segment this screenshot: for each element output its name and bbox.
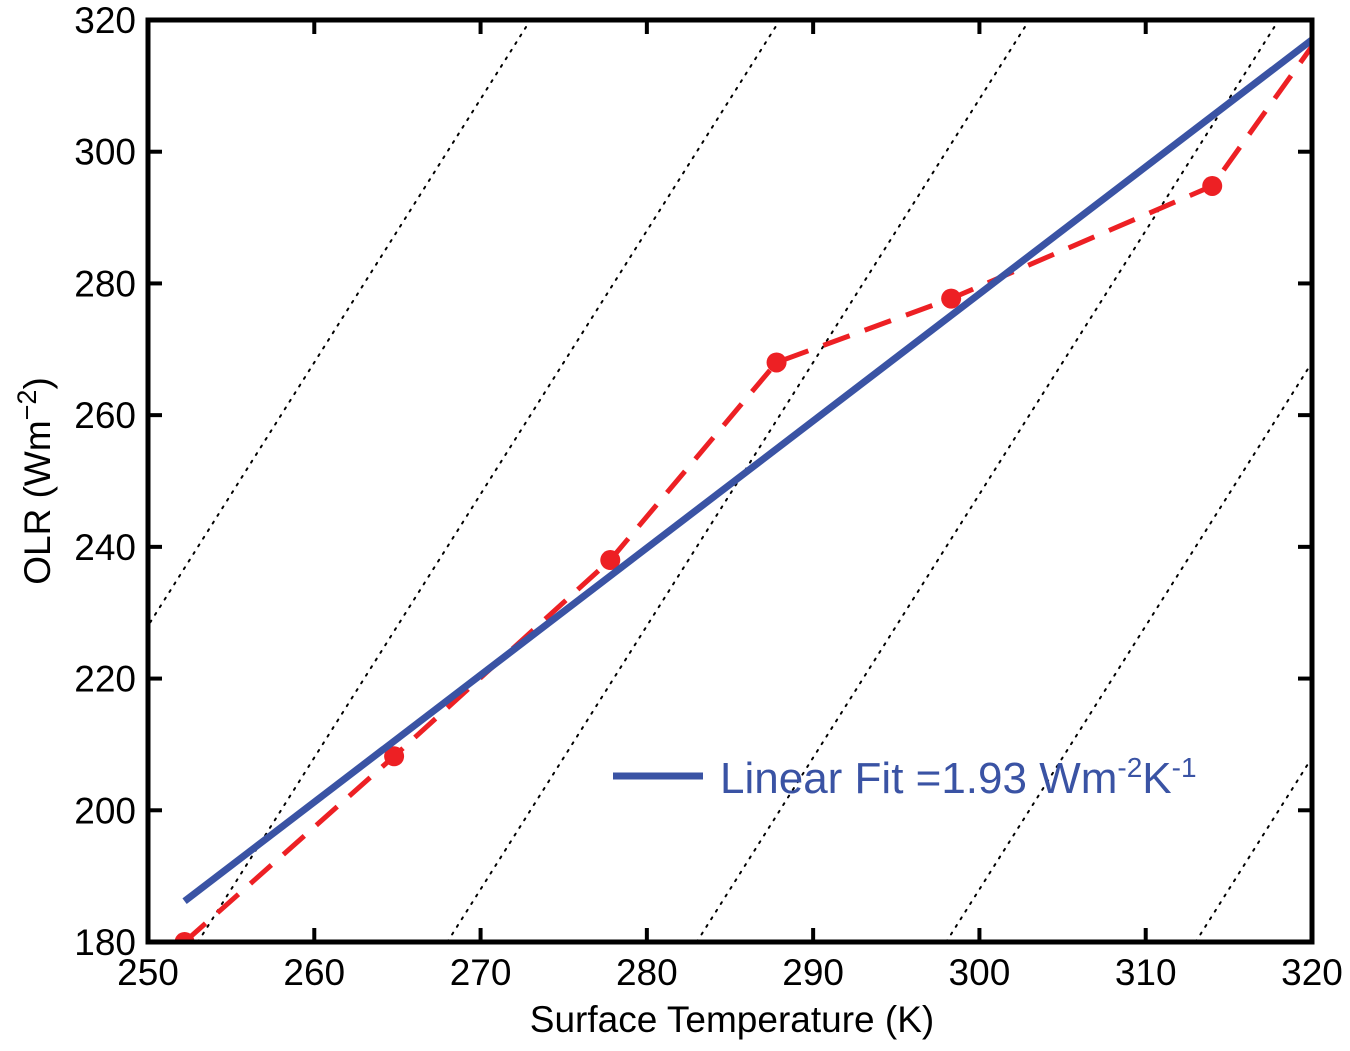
data-point-2 [600,550,621,571]
legend-label-main: Linear Fit =1.93 Wm [720,754,1117,803]
x-tick-label-290: 290 [782,952,844,993]
reference-line-4 [945,360,1312,942]
reference-line-0 [148,20,532,628]
reference-line-5 [1194,755,1312,942]
data-point-4 [941,288,962,309]
legend-label-linear-fit: Linear Fit =1.93 Wm-2K-1 [720,752,1197,803]
y-axis-title-end: ) [17,377,58,389]
x-tick-label-280: 280 [616,952,678,993]
legend-sup-1: -2 [1117,752,1142,783]
reference-dotted-lines [148,20,1312,942]
y-axis-title-base: OLR (Wm [17,420,58,584]
reference-line-3 [695,20,1280,942]
x-tick-label-260: 260 [283,952,345,993]
x-tick-label-300: 300 [949,952,1011,993]
y-tick-label-180: 180 [74,922,136,963]
y-tick-label-240: 240 [74,527,136,568]
series-layer [174,36,1312,942]
x-tick-label-250: 250 [117,952,179,993]
plot-frame [145,17,1315,945]
legend-label-mid: K [1142,754,1171,803]
data-point-3 [766,352,787,373]
x-tick-label-270: 270 [450,952,512,993]
y-tick-label-260: 260 [74,395,136,436]
x-axis-title: Surface Temperature (K) [530,999,934,1040]
legend: Linear Fit =1.93 Wm-2K-1 [613,752,1197,803]
series-line-linear-fit [182,36,1312,904]
y-tick-label-200: 200 [74,790,136,831]
x-tick-label-320: 320 [1281,952,1343,993]
axis-ticks [146,18,1314,944]
y-tick-label-320: 320 [74,0,136,41]
series-line-olr [182,44,1312,942]
x-tick-labels: 250 260 270 280 290 300 310 320 [117,952,1343,993]
y-tick-label-220: 220 [74,659,136,700]
y-axis-title-sup: −2 [12,390,42,421]
y-tick-labels: 180 200 220 240 260 280 300 320 [74,0,136,963]
x-tick-label-310: 310 [1115,952,1177,993]
y-axis-title: OLR (Wm−2) [12,377,58,585]
data-point-5 [1202,175,1223,196]
y-tick-label-300: 300 [74,132,136,173]
data-point-1 [384,746,405,767]
reference-line-1 [196,20,781,942]
reference-line-2 [446,20,1031,942]
y-tick-label-280: 280 [74,263,136,304]
legend-sup-2: -1 [1172,752,1197,783]
